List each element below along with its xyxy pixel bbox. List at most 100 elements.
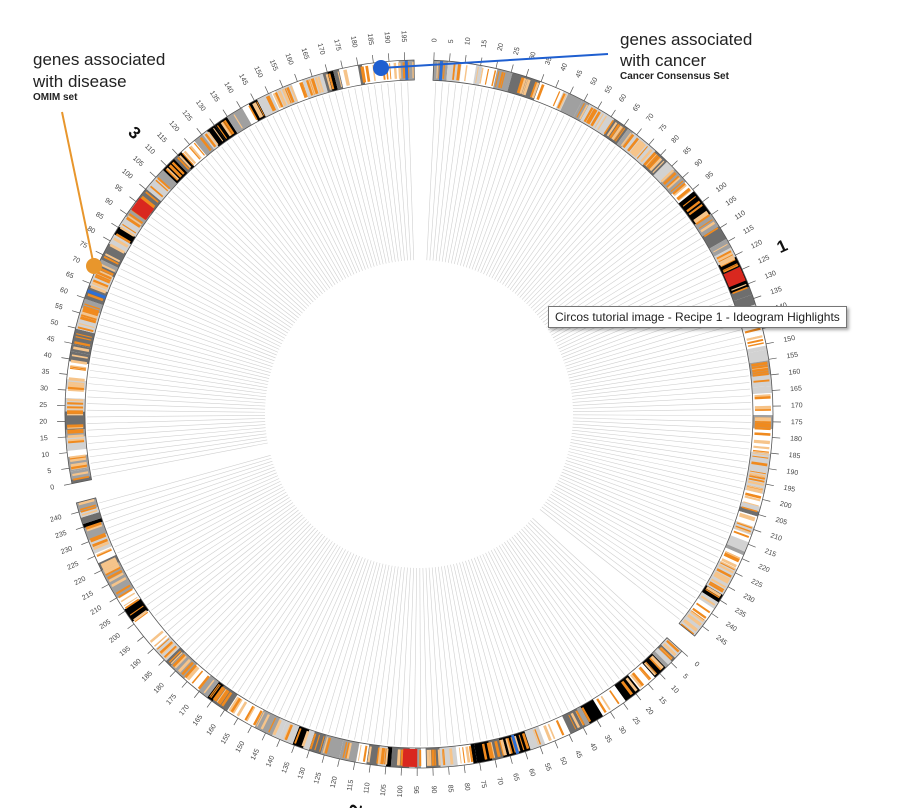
omim-gene-highlight [111,577,127,588]
tick-label: 110 [363,782,371,794]
chr1-band [740,501,761,512]
tick-label: 170 [791,402,803,409]
tick-label: 85 [94,211,104,221]
omim-gene-highlight [723,553,740,563]
gene-position-line [272,552,352,713]
chr3-band [114,226,136,245]
tick-mark [647,683,654,691]
gene-position-line [102,460,273,517]
gene-position-line [473,557,539,725]
omim-gene-highlight [95,273,111,282]
image-title-tooltip: Circos tutorial image - Recipe 1 - Ideog… [548,306,847,328]
gene-position-line [509,146,616,290]
omim-gene-highlight [90,533,106,542]
omim-gene-highlight [168,650,182,663]
gene-position-line [341,91,384,265]
cancer-annotation-line1: genes associated [620,30,753,49]
omim-gene-highlight [317,76,324,93]
gene-position-line [87,418,266,424]
gene-position-line [334,562,381,736]
omim-gene-highlight [751,362,768,367]
omim-gene-highlight [103,562,119,571]
gene-position-line [429,82,443,261]
omim-gene-highlight [521,78,528,95]
gene-position-line [112,472,277,542]
omim-gene-highlight [494,71,500,87]
omim-gene-highlight [516,77,525,94]
omim-gene-highlight [268,717,277,733]
gene-position-line [453,564,494,738]
gene-position-line [195,167,316,301]
tick-mark [103,236,111,242]
omim-gene-highlight [272,92,282,109]
gene-position-line [88,430,266,451]
omim-gene-highlight [633,143,647,158]
tick-label: 190 [383,31,391,43]
omim-gene-highlight [172,653,186,667]
omim-gene-highlight [620,132,632,147]
omim-gene-highlight [80,506,97,513]
omim-gene-highlight [733,530,750,539]
tick-label: 195 [119,645,133,658]
omim-gene-highlight [666,639,680,653]
tick-mark [264,86,269,94]
chr1-band [473,64,483,86]
omim-gene-highlight [649,657,662,671]
gene-position-line [373,566,399,744]
tick-label: 25 [513,46,522,55]
gene-position-line [102,311,273,367]
omim-gene-highlight [752,370,769,375]
tick-mark [494,759,498,768]
omim-gene-highlight [67,430,84,434]
omim-gene-highlight [529,81,538,98]
omim-gene-highlight [119,226,135,237]
omim-gene-highlight [754,424,771,428]
omim-gene-highlight [686,200,701,213]
tick-label: 95 [414,786,421,794]
omim-gene-highlight [751,461,768,467]
tick-mark [753,529,762,533]
tick-label: 180 [349,36,358,49]
omim-gene-highlight [752,372,769,377]
chr1-band [595,113,615,136]
omim-gene-highlight [746,486,763,492]
tick-label: 65 [511,773,520,782]
gene-position-line [104,463,274,523]
gene-position-line [572,429,750,450]
tick-marks [57,52,781,776]
tick-label: 50 [558,756,567,766]
tick-mark [610,109,616,117]
gene-position-line [93,350,268,385]
gene-position-line [551,491,707,582]
omim-gene-highlight [216,688,227,703]
gene-position-line [459,562,507,735]
gene-position-line [567,323,739,373]
omim-gene-highlight [92,279,109,288]
omim-gene-highlight [603,119,614,135]
gene-position-line [367,566,396,743]
omim-gene-highlight [157,177,171,190]
omim-gene-highlight [68,439,85,444]
omim-gene-highlight [659,647,672,661]
omim-gene-highlight [122,223,137,234]
omim-gene-highlight [103,563,119,573]
omim-gene-highlight [614,128,626,142]
omim-gene-highlight [648,156,661,170]
tick-label: 35 [41,368,50,376]
gene-position-line [260,121,347,279]
tick-mark [127,623,135,630]
omim-gene-highlight [520,78,527,94]
omim-gene-highlight [736,522,753,529]
omim-gene-highlight [182,152,194,166]
omim-gene-highlight [214,687,226,702]
gene-position-line [172,516,305,637]
gene-position-line [488,118,571,277]
omim-gene-highlight [735,525,752,533]
chr1-band [726,535,749,552]
omim-gene-highlight [491,70,497,87]
gene-position-line [117,274,280,350]
omim-gene-highlight [576,103,585,118]
omim-gene-highlight [156,638,170,650]
tick-mark [324,64,328,73]
omim-gene-highlight [166,167,180,181]
